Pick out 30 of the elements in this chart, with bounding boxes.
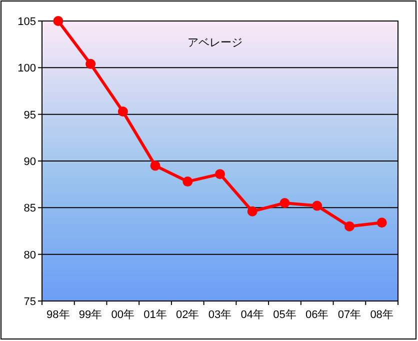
y-tick-label: 80	[24, 249, 36, 262]
point	[312, 200, 322, 211]
point	[280, 198, 290, 208]
y-tick-label: 90	[24, 156, 36, 168]
x-tick-label: 05年	[273, 309, 296, 321]
point	[215, 169, 225, 180]
point	[182, 176, 193, 187]
x-tick-label: 99年	[78, 309, 102, 321]
x-tick-label: 08年	[370, 309, 394, 321]
point	[376, 218, 387, 228]
x-tick-label: 06年	[305, 309, 329, 321]
x-tick-label: 01年	[144, 309, 167, 321]
x-tick-label: 02年	[176, 309, 200, 321]
y-tick-label: 95	[24, 109, 36, 122]
x-tick-label: 04年	[240, 309, 264, 321]
y-tick-label: 100	[18, 62, 36, 75]
point	[150, 160, 160, 171]
point	[53, 16, 64, 26]
y-tick-label: 75	[24, 296, 36, 308]
y-tick-label: 105	[18, 16, 36, 28]
point	[247, 206, 258, 216]
point	[344, 221, 354, 232]
x-tick-label: 00年	[111, 309, 135, 321]
point	[118, 106, 128, 117]
x-tick-label: 98年	[46, 309, 70, 321]
text: アベレージ	[188, 37, 242, 49]
y-tick-label: 85	[24, 202, 36, 215]
point	[86, 58, 96, 69]
x-tick-label: 03年	[208, 309, 232, 321]
x-tick-label: 07年	[338, 309, 362, 321]
